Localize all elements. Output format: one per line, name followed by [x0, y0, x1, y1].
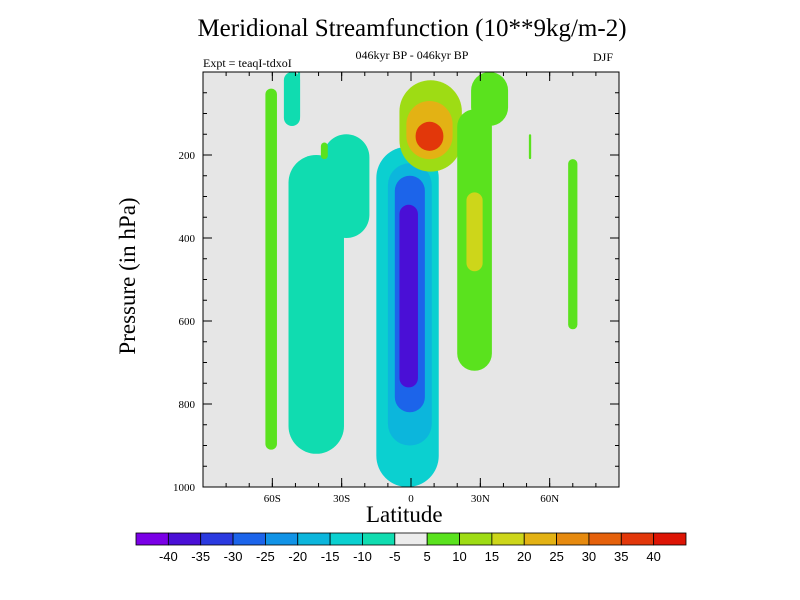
contour-nh-upper-core [415, 121, 444, 151]
colorbar-swatch [426, 532, 460, 546]
contour-sh-hadley-core [399, 204, 418, 388]
colorbar-swatch [135, 532, 169, 546]
x-tick-label: 0 [408, 493, 414, 505]
colorbar-label: 30 [582, 549, 596, 564]
x-tick-label: 60S [264, 493, 281, 505]
colorbar-label: -35 [191, 549, 210, 564]
colorbar-swatch [167, 532, 202, 546]
colorbar-label: -25 [256, 549, 275, 564]
colorbar-label: 40 [646, 549, 660, 564]
colorbar-swatch [523, 532, 557, 546]
colorbar-label: -20 [288, 549, 307, 564]
contour-small-blob-40s [320, 142, 328, 160]
y-tick-label: 200 [179, 150, 196, 162]
contour-polar-cell-70n [568, 159, 578, 330]
colorbar-label: -30 [224, 549, 243, 564]
y-tick-label: 1000 [173, 482, 196, 494]
contour-upper-cell-55s [283, 72, 301, 126]
colorbar-label: 15 [485, 549, 499, 564]
colorbar-swatch [265, 532, 299, 546]
y-tick-label: 800 [179, 399, 196, 411]
contour-upper-cell-30n [471, 72, 509, 126]
chart-title: Meridional Streamfunction (10**9kg/m-2) [197, 15, 627, 42]
colorbar-swatch [556, 532, 590, 546]
colorbar-label: -40 [159, 549, 178, 564]
colorbar-swatch [459, 532, 493, 546]
colorbar-swatch [329, 532, 363, 546]
colorbar-swatch [491, 532, 525, 546]
colorbar-swatch [362, 532, 396, 546]
contour-low-cell-60s [265, 88, 277, 450]
colorbar-label: 5 [424, 549, 431, 564]
colorbar-label: 10 [452, 549, 466, 564]
colorbar-label: 20 [517, 549, 531, 564]
season-label: DJF [593, 50, 614, 64]
colorbar-swatch [394, 532, 428, 546]
x-tick-label: 60N [540, 493, 559, 505]
x-tick-label: 30N [471, 493, 490, 505]
colorbar-swatch [620, 532, 655, 546]
colorbar-swatch [588, 532, 622, 546]
colorbar-label: 35 [614, 549, 628, 564]
contour-nh-descending-core [466, 192, 483, 272]
colorbar-swatch [232, 532, 266, 546]
contour-upper-cell-30s [323, 134, 370, 238]
colorbar-swatch [653, 532, 687, 546]
colorbar-label: -10 [353, 549, 372, 564]
colorbar-label: 25 [549, 549, 563, 564]
x-tick-label: 30S [333, 493, 350, 505]
experiment-label: Expt = teaqI-tdxoI [203, 56, 292, 70]
chart-subtitle: 046kyr BP - 046kyr BP [355, 48, 469, 62]
colorbar-swatch [297, 532, 331, 546]
colorbar-swatch [200, 532, 234, 546]
colorbar-label: -15 [321, 549, 340, 564]
x-axis-label: Latitude [366, 502, 443, 527]
y-tick-label: 400 [179, 233, 196, 245]
y-tick-label: 600 [179, 316, 196, 328]
colorbar-label: -5 [389, 549, 401, 564]
contour-streak-50n [528, 134, 532, 160]
